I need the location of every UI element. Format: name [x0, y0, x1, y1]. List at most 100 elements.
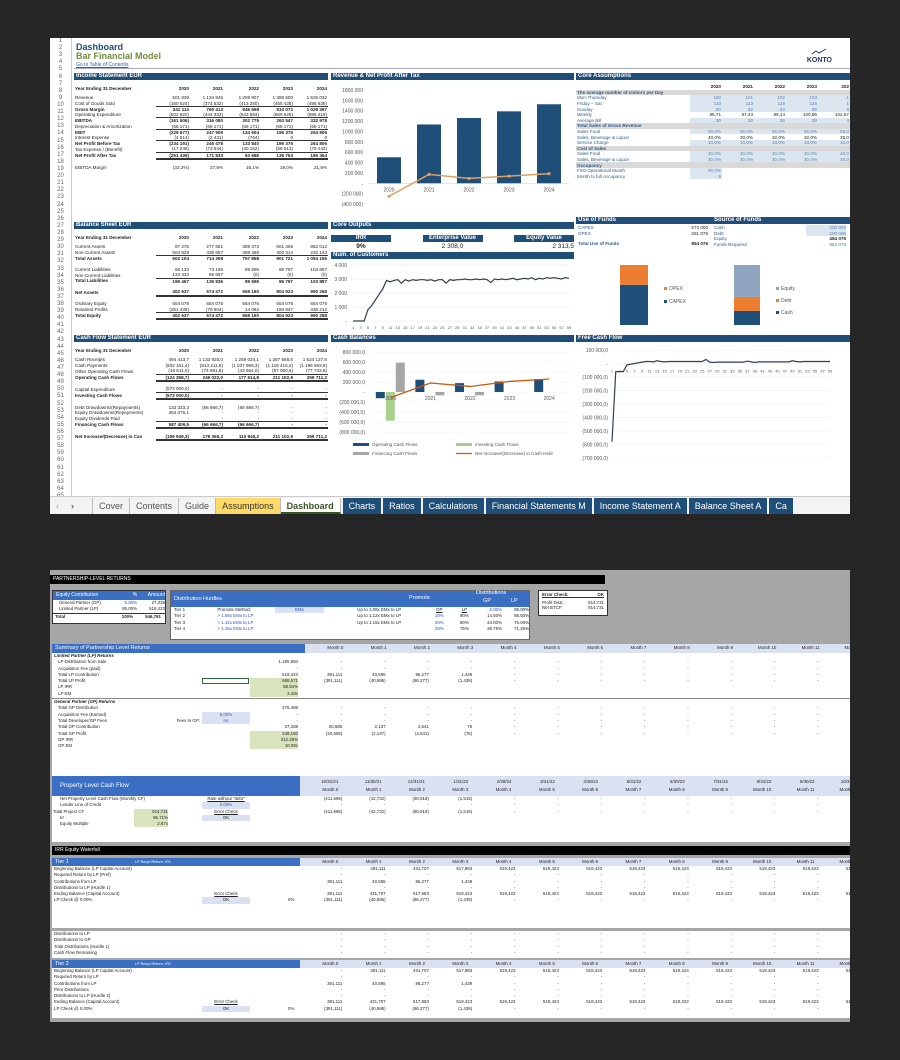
assumption-value[interactable]: 30,0% [739, 134, 753, 140]
assumption-value[interactable]: 5 [818, 106, 850, 112]
cell-value[interactable]: 501 839 [172, 95, 189, 101]
cell-value[interactable]: - [773, 802, 776, 808]
assumption-value[interactable] [754, 145, 786, 152]
cell-value[interactable]: 19,0% [279, 164, 293, 170]
cell-value[interactable]: (813 211,8) [199, 362, 223, 368]
cell-value[interactable]: - [730, 678, 732, 684]
cell-value[interactable]: - [730, 724, 732, 730]
cell-value[interactable]: - [470, 949, 473, 955]
cell-value[interactable]: - [514, 872, 516, 878]
assumption-value[interactable] [818, 145, 850, 152]
cell-value[interactable]: - [687, 897, 689, 903]
cell-value[interactable]: 519,423 [672, 968, 689, 973]
row-number[interactable]: 37 [57, 293, 64, 300]
assumption-value[interactable]: 101 [722, 95, 754, 101]
cell-value[interactable]: - [514, 897, 516, 903]
cell-value[interactable]: - [470, 717, 473, 723]
cell-value[interactable]: - [773, 796, 776, 801]
cell-value[interactable]: - [730, 717, 732, 723]
cell-value[interactable]: - [224, 386, 260, 393]
cell-value[interactable]: - [773, 943, 776, 949]
cell-value[interactable]: - [730, 711, 732, 717]
assumption-value[interactable]: 10,0% [722, 139, 754, 146]
cell-value[interactable]: - [384, 659, 386, 665]
cell-value[interactable]: - [427, 986, 429, 992]
cell-value[interactable]: - [557, 711, 559, 717]
row-number[interactable]: 61 [57, 464, 64, 471]
cell-value[interactable]: 134 604 [242, 129, 259, 135]
cell-value[interactable]: 519,423 [759, 968, 776, 973]
assumption-value[interactable]: 35,0 [840, 134, 849, 140]
cell-value[interactable]: - [514, 884, 516, 890]
cell-value[interactable]: - [773, 937, 776, 943]
row-number[interactable]: 40 [57, 315, 64, 322]
cell-value[interactable]: - [384, 931, 386, 936]
cell-value[interactable]: (391,111) [324, 1005, 343, 1011]
cell-value[interactable]: - [823, 1006, 850, 1012]
cell-value[interactable]: - [600, 678, 603, 684]
assumption-value[interactable]: 32,0% [803, 134, 817, 140]
cell-value[interactable]: 391,111 [327, 999, 343, 1005]
cell-value[interactable]: - [427, 943, 429, 949]
cell-value[interactable]: (495 635) [294, 100, 328, 107]
cell-value[interactable]: 519,423 [802, 891, 819, 897]
cell-value[interactable]: 714 308 [206, 256, 223, 261]
cell-value[interactable]: - [600, 705, 603, 711]
cell-value[interactable]: - [687, 884, 689, 890]
cell-value[interactable]: - [817, 665, 819, 671]
cell-value[interactable]: - [325, 404, 327, 410]
cell-value[interactable]: (66 666,7) [190, 421, 224, 429]
cell-value[interactable]: - [687, 949, 689, 955]
cell-value[interactable]: - [687, 872, 689, 878]
cell-value[interactable]: - [557, 931, 559, 936]
cell-value[interactable]: - [773, 974, 776, 980]
cell-value[interactable]: - [730, 730, 732, 736]
cell-value[interactable]: - [687, 986, 689, 992]
free-cash-flow-chart[interactable]: 100 000,0 - (100 000,0) (200 000,0) (300 000… [576, 342, 850, 462]
cell-value[interactable]: 86,277 [415, 878, 429, 884]
cell-value[interactable]: 332 978 [310, 118, 327, 124]
cell-value[interactable]: - [514, 796, 516, 801]
cell-value[interactable]: - [294, 386, 328, 393]
cell-value[interactable]: - [470, 872, 473, 878]
cell-value[interactable]: 1 525 032 [306, 95, 327, 101]
row-number[interactable]: 53 [57, 407, 64, 414]
cell-value[interactable]: (40,595) [369, 678, 386, 684]
cell-value[interactable]: - [384, 974, 386, 980]
cell-value[interactable]: 933 072 [276, 107, 293, 112]
row-number[interactable]: 38 [57, 301, 64, 308]
table-of-contents-link[interactable]: Go to Table of Contents [76, 62, 129, 68]
cell-value[interactable]: - [687, 717, 689, 723]
cell-value[interactable]: 519,423 [759, 891, 776, 897]
cell-value[interactable]: - [817, 872, 819, 878]
cell-value[interactable]: - [600, 878, 603, 884]
cell-value[interactable]: - [817, 980, 819, 986]
row-number[interactable]: 4 [58, 59, 63, 66]
cell-value[interactable]: - [687, 931, 689, 936]
row-number[interactable]: 20 [57, 173, 64, 180]
cell-value[interactable]: (86,277) [412, 897, 429, 903]
row-number[interactable]: 29 [57, 237, 64, 244]
cell-value[interactable]: 519,423 [629, 866, 646, 871]
assumption-value[interactable]: 39 [786, 117, 818, 124]
cell-value[interactable]: - [384, 949, 386, 955]
cell-value[interactable]: - [557, 872, 559, 878]
cell-value[interactable]: 519,423 [672, 891, 689, 897]
cell-value[interactable]: (0) [260, 272, 294, 279]
cell-value[interactable]: 110 848,2 [224, 433, 260, 441]
cell-value[interactable]: 232 143 [294, 249, 328, 256]
gp-input[interactable]: 0.00% [202, 711, 250, 718]
assumption-value[interactable] [754, 123, 786, 129]
cell-value[interactable]: 133 840 [242, 141, 259, 147]
cell-value[interactable]: 519,423 [456, 999, 473, 1005]
cell-value[interactable]: - [557, 993, 559, 999]
cell-value[interactable]: - [600, 808, 603, 814]
cell-value[interactable]: - [600, 897, 603, 903]
cell-value[interactable]: - [730, 671, 732, 677]
cell-value[interactable]: - [730, 705, 732, 711]
cell-value[interactable]: - [340, 665, 343, 671]
cell-value[interactable]: (669 525) [260, 112, 294, 119]
assumption-value[interactable]: 30 [690, 117, 722, 124]
row-number[interactable]: 7 [58, 80, 63, 87]
property-check[interactable]: OK [202, 814, 250, 822]
